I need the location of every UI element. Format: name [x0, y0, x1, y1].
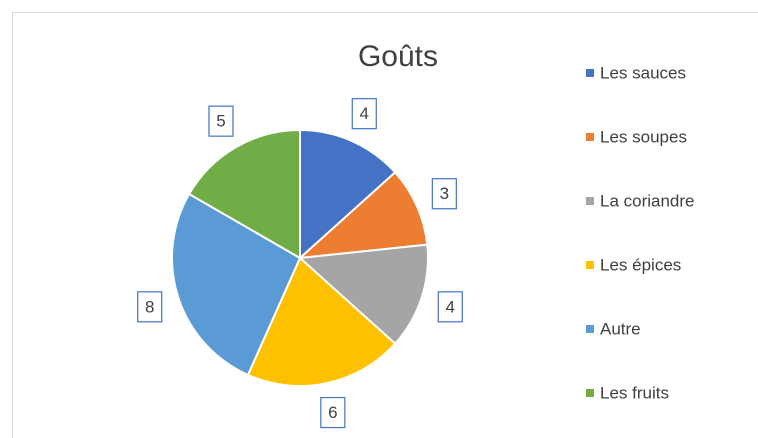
legend-swatch: [586, 69, 594, 77]
data-label: 3: [440, 184, 449, 203]
data-label-box: [431, 178, 457, 210]
data-label: 5: [216, 112, 225, 131]
legend-swatch: [586, 325, 594, 333]
data-label-box: [137, 291, 163, 323]
pie-slice: [299, 128, 397, 261]
data-label-box: [208, 105, 234, 137]
data-label: 6: [328, 403, 337, 422]
pie-slice: [297, 243, 429, 346]
legend-swatch: [586, 197, 594, 205]
pie-slice: [187, 128, 301, 260]
legend-swatch: [586, 389, 594, 397]
legend-label: Les soupes: [600, 127, 687, 146]
legend-swatch: [586, 133, 594, 141]
legend-swatch: [586, 261, 594, 269]
data-label: 4: [360, 104, 369, 123]
data-label-box: [437, 291, 463, 323]
legend-label: Les fruits: [600, 383, 669, 402]
chart-title: Goûts: [358, 40, 438, 73]
pie-slice: [297, 170, 429, 260]
data-label-box: [320, 396, 346, 429]
legend-label: Les épices: [600, 255, 681, 274]
legend-label: La coriandre: [600, 191, 695, 210]
pie-slice: [171, 192, 302, 377]
data-label-box: [351, 98, 377, 130]
legend-label: Autre: [600, 319, 641, 338]
legend-label: Les sauces: [600, 63, 686, 82]
data-label: 8: [145, 297, 154, 316]
pie-slice: [246, 256, 397, 387]
data-label: 4: [446, 297, 455, 316]
